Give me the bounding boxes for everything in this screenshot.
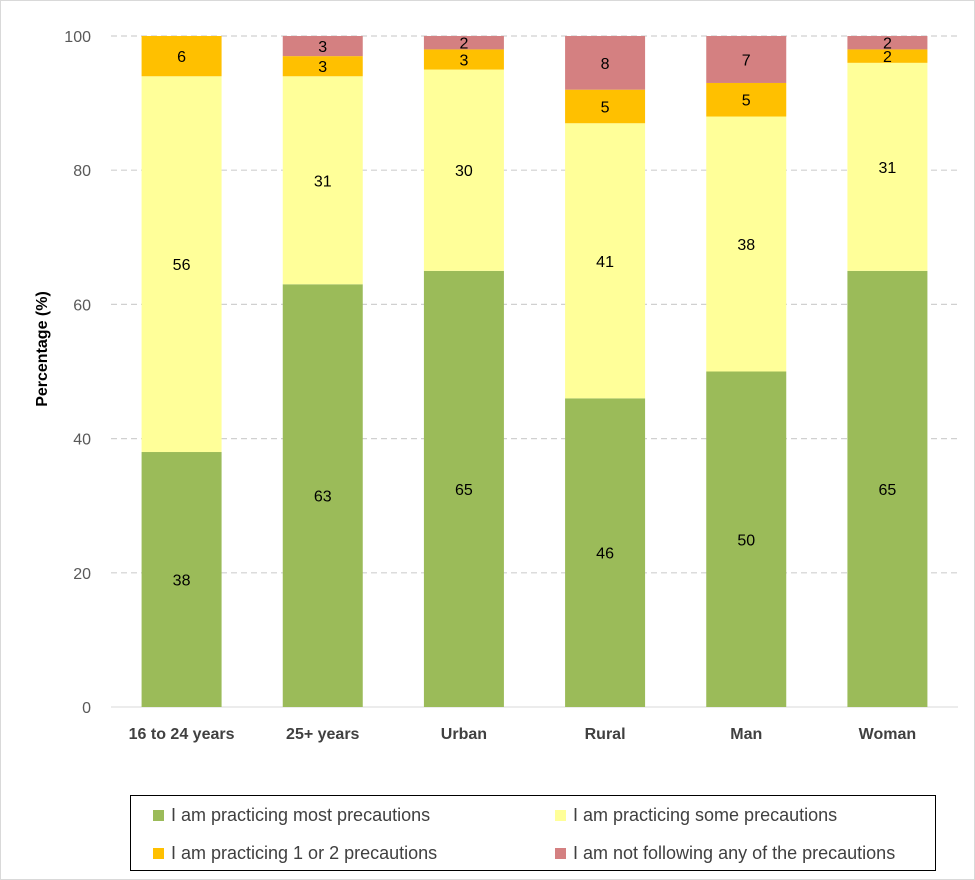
data-label: 31 <box>879 160 897 177</box>
legend-item-some: I am practicing some precautions <box>555 805 837 826</box>
data-label: 2 <box>459 36 468 53</box>
legend-swatch <box>153 810 164 821</box>
bar-segment <box>141 452 222 707</box>
x-category-label: Woman <box>859 726 916 743</box>
data-label: 6 <box>177 49 186 66</box>
legend-label: I am not following any of the precaution… <box>573 843 896 863</box>
data-label: 31 <box>314 173 332 190</box>
legend-swatch <box>153 848 164 859</box>
data-label: 2 <box>883 49 892 66</box>
data-label: 65 <box>879 482 897 499</box>
bar-segment <box>282 284 363 707</box>
data-label: 3 <box>459 52 468 69</box>
y-axis-ticks: 0 20 40 60 80 100 <box>64 29 91 717</box>
bar-segment <box>706 116 787 372</box>
bar-segment <box>565 36 646 90</box>
data-label: 5 <box>601 99 610 116</box>
bar-segment <box>847 49 928 63</box>
bar-segment <box>565 398 646 707</box>
data-label: 41 <box>596 254 614 271</box>
bar-segment <box>141 36 222 77</box>
y-tick-label: 100 <box>64 29 91 46</box>
data-label: 3 <box>318 39 327 56</box>
data-label: 63 <box>314 489 332 506</box>
legend-item-none: I am not following any of the precaution… <box>555 843 895 864</box>
y-tick-label: 20 <box>73 566 91 583</box>
legend: I am practicing most precautions I am pr… <box>130 795 936 871</box>
bars <box>141 36 928 707</box>
bar-segment <box>423 36 504 50</box>
data-label: 46 <box>596 546 614 563</box>
x-category-label: Rural <box>585 726 626 743</box>
bar-segment <box>423 270 504 707</box>
legend-swatch <box>555 848 566 859</box>
legend-label: I am practicing 1 or 2 precautions <box>171 843 438 863</box>
y-axis-label: Percentage (%) <box>34 291 51 407</box>
bar-segment <box>423 69 504 271</box>
y-tick-label: 80 <box>73 163 91 180</box>
data-label: 5 <box>742 93 751 110</box>
bar-segment <box>847 36 928 50</box>
data-label: 8 <box>601 56 610 73</box>
data-label: 7 <box>742 52 751 69</box>
data-label: 3 <box>318 59 327 76</box>
data-label: 65 <box>455 482 473 499</box>
data-label: 50 <box>737 532 755 549</box>
x-category-label: Urban <box>441 726 487 743</box>
x-category-label: 16 to 24 years <box>129 726 235 743</box>
y-tick-label: 0 <box>82 700 91 717</box>
bar-segment <box>706 36 787 83</box>
legend-item-one-or-two: I am practicing 1 or 2 precautions <box>153 843 437 864</box>
bar-segment <box>282 56 363 77</box>
bar-segment <box>282 76 363 285</box>
data-label: 38 <box>173 573 191 590</box>
data-label: 2 <box>883 36 892 53</box>
bar-segment <box>565 89 646 124</box>
bar-segment <box>706 371 787 707</box>
legend-label: I am practicing some precautions <box>573 805 838 825</box>
bar-segment <box>565 123 646 399</box>
x-category-label: Man <box>730 726 762 743</box>
bar-segment <box>141 76 222 453</box>
legend-label: I am practicing most precautions <box>171 805 431 825</box>
y-tick-label: 60 <box>73 297 91 314</box>
data-label: 56 <box>173 257 191 274</box>
bar-segment <box>706 82 787 117</box>
data-label: 38 <box>737 237 755 254</box>
bar-segment <box>847 62 928 271</box>
x-category-label: 25+ years <box>286 726 360 743</box>
bar-segment <box>282 36 363 57</box>
x-axis-categories: 16 to 24 years 25+ years Urban Rural Man Woma… <box>129 726 917 743</box>
bar-segment <box>847 270 928 707</box>
legend-item-most: I am practicing most precautions <box>153 805 430 826</box>
data-label: 30 <box>455 163 473 180</box>
y-tick-label: 40 <box>73 432 91 449</box>
gridlines <box>111 35 958 708</box>
legend-swatch <box>555 810 566 821</box>
bar-segment <box>423 49 504 70</box>
